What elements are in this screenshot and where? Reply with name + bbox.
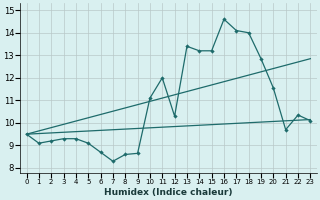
- X-axis label: Humidex (Indice chaleur): Humidex (Indice chaleur): [104, 188, 233, 197]
